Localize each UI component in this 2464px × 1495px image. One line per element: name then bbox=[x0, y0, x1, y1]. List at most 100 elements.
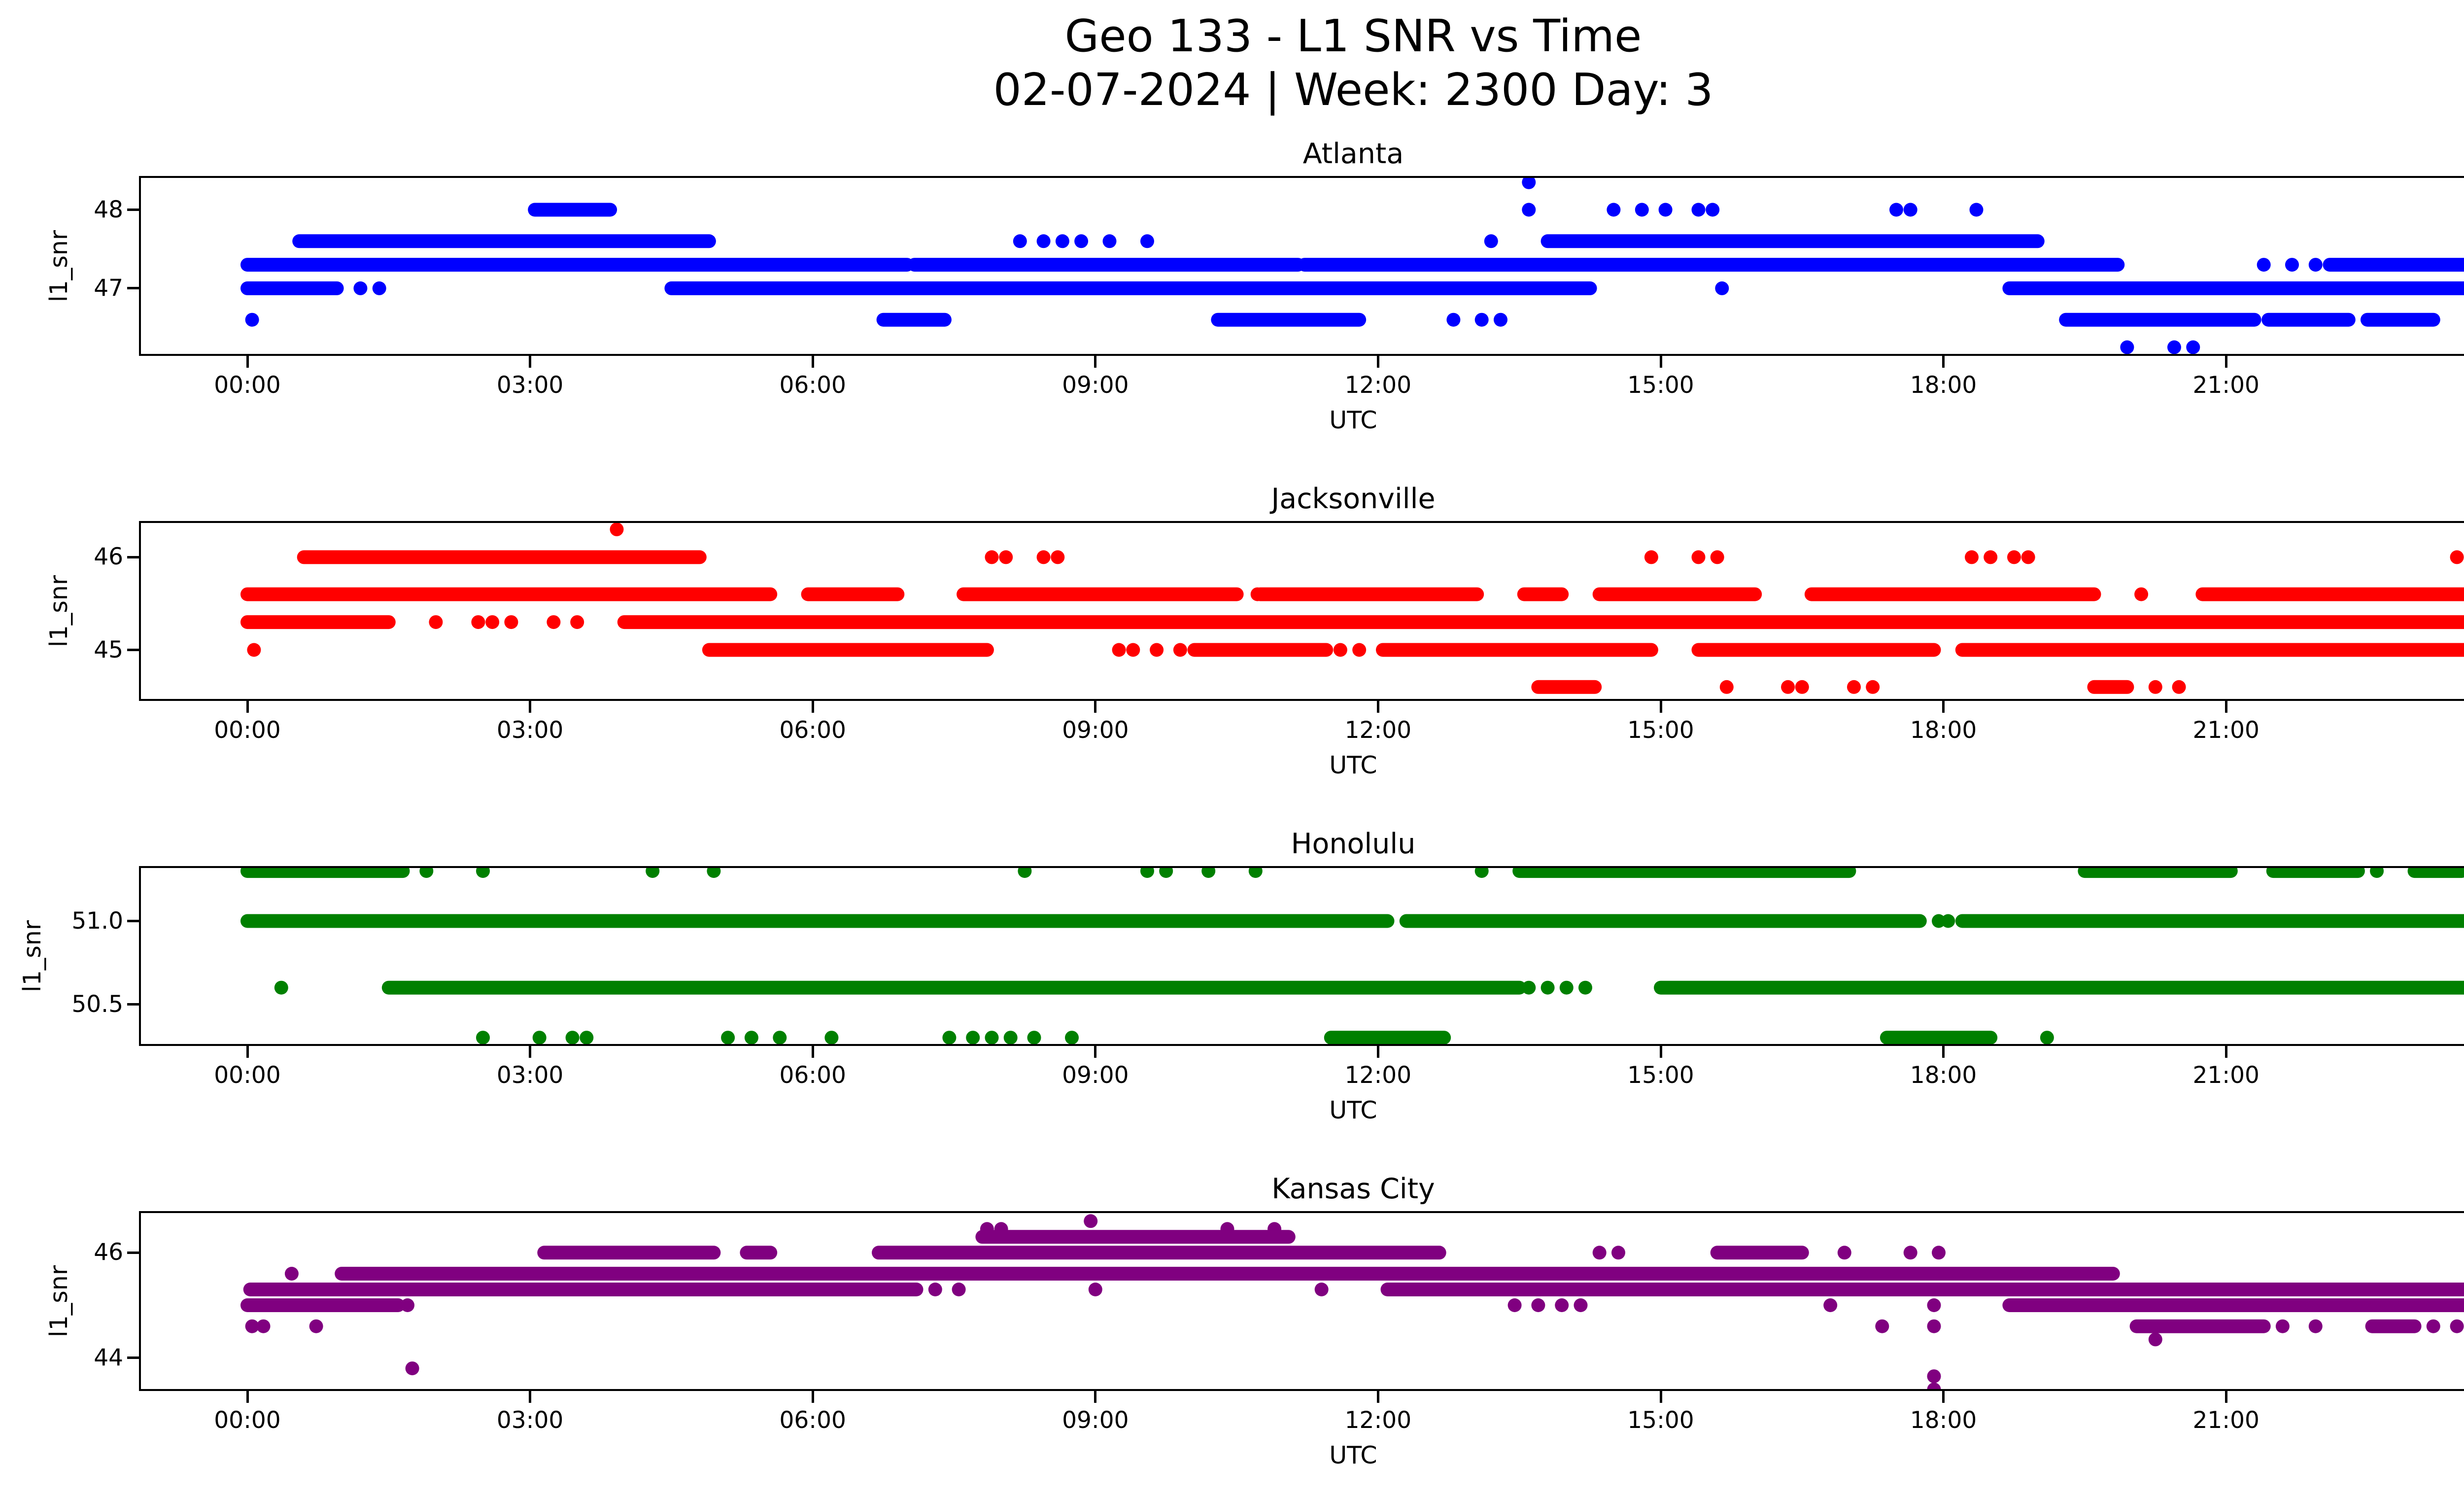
honolulu-point-snr-51.3 bbox=[707, 866, 721, 878]
kansas-city-xtick-label: 15:00 bbox=[1627, 1407, 1694, 1434]
honolulu-point-snr-50.3 bbox=[476, 1031, 490, 1045]
honolulu-point-snr-50.3 bbox=[773, 1031, 787, 1045]
kansas-city-point-snr-46.6 bbox=[1084, 1214, 1098, 1228]
kansas-city-point-snr-46 bbox=[1932, 1246, 1946, 1260]
kansas-city-point-snr-44.6 bbox=[245, 1319, 259, 1333]
jacksonville-xtick-label: 03:00 bbox=[496, 717, 564, 744]
atlanta-point-snr-46.6 bbox=[245, 313, 259, 327]
atlanta-point-snr-48 bbox=[1607, 203, 1621, 217]
jacksonville-xtick-label: 00:00 bbox=[2435, 717, 2464, 744]
kansas-city-point-snr-44.6 bbox=[256, 1319, 271, 1333]
kansas-city-xtick-label: 21:00 bbox=[2192, 1407, 2259, 1434]
jacksonville-point-snr-45.3 bbox=[504, 615, 518, 629]
jacksonville-xtick-mark bbox=[1659, 701, 1662, 713]
honolulu-point-snr-50.3 bbox=[985, 1031, 999, 1045]
jacksonville-point-snr-44.6 bbox=[1719, 680, 1734, 694]
honolulu-point-snr-50.3 bbox=[942, 1031, 957, 1045]
honolulu-xtick-mark bbox=[529, 1046, 532, 1058]
honolulu-point-snr-50.3 bbox=[744, 1031, 758, 1045]
kansas-city-ytick-mark bbox=[127, 1251, 139, 1254]
honolulu-xtick-mark bbox=[246, 1046, 249, 1058]
kansas-city-xtick-mark bbox=[1094, 1391, 1097, 1403]
kansas-city-y-axis-label: l1_snr bbox=[45, 1265, 73, 1337]
kansas-city-point-snr-44.6 bbox=[1875, 1319, 1889, 1333]
honolulu-point-snr-51.3 bbox=[1140, 866, 1154, 878]
kansas-city-point-snr-43.8 bbox=[405, 1361, 419, 1376]
jacksonville-point-snr-45.3 bbox=[471, 615, 485, 629]
jacksonville-point-snr-45.3 bbox=[429, 615, 443, 629]
honolulu-point-snr-50.3 bbox=[721, 1031, 735, 1045]
kansas-city-xtick-label: 12:00 bbox=[1344, 1407, 1412, 1434]
kansas-city-point-snr-44.6 bbox=[2275, 1319, 2290, 1333]
jacksonville-point-snr-45.6 bbox=[2134, 587, 2149, 601]
subplot-title-atlanta: Atlanta bbox=[1302, 138, 1404, 170]
honolulu-xtick-label: 12:00 bbox=[1344, 1062, 1412, 1089]
atlanta-point-snr-48 bbox=[1903, 203, 1917, 217]
atlanta-xtick-mark bbox=[1659, 356, 1662, 368]
jacksonville-xtick-label: 06:00 bbox=[779, 717, 846, 744]
jacksonville-point-snr-46 bbox=[999, 550, 1013, 564]
jacksonville-xtick-mark bbox=[529, 701, 532, 713]
jacksonville-xtick-label: 21:00 bbox=[2192, 717, 2259, 744]
kansas-city-xtick-label: 03:00 bbox=[496, 1407, 564, 1434]
kansas-city-point-snr-46 bbox=[1837, 1246, 1851, 1260]
honolulu-point-snr-51.3 bbox=[1201, 866, 1216, 878]
honolulu-point-snr-50.3 bbox=[1003, 1031, 1018, 1045]
jacksonville-xtick-label: 00:00 bbox=[214, 717, 281, 744]
atlanta-point-snr-47 bbox=[1715, 281, 1729, 295]
honolulu-point-snr-50.3 bbox=[1065, 1031, 1079, 1045]
jacksonville-ytick-mark bbox=[127, 556, 139, 558]
kansas-city-xtick-mark bbox=[2224, 1391, 2227, 1403]
honolulu-point-snr-50.3 bbox=[824, 1031, 839, 1045]
jacksonville-point-snr-44.6 bbox=[1781, 680, 1795, 694]
atlanta-xtick-mark bbox=[1376, 356, 1379, 368]
atlanta-ytick-mark bbox=[127, 209, 139, 211]
honolulu-y-axis-label: l1_snr bbox=[18, 920, 46, 992]
jacksonville-xtick-mark bbox=[1094, 701, 1097, 713]
kansas-city-point-snr-44.6 bbox=[2426, 1319, 2440, 1333]
atlanta-point-snr-46.6 bbox=[1494, 313, 1507, 327]
atlanta-point-snr-46.25 bbox=[2167, 340, 2181, 354]
figure-title-line1: Geo 133 - L1 SNR vs Time bbox=[1064, 10, 1642, 62]
atlanta-point-snr-47.6 bbox=[1036, 234, 1051, 248]
subplot-title-honolulu: Honolulu bbox=[1291, 828, 1416, 860]
honolulu-ytick-label: 51.0 bbox=[71, 907, 123, 935]
kansas-city-point-snr-43.4 bbox=[1927, 1382, 1941, 1391]
kansas-city-point-snr-45.3 bbox=[952, 1283, 966, 1296]
kansas-city-point-snr-44.6 bbox=[2308, 1319, 2323, 1333]
jacksonville-point-snr-45 bbox=[1112, 643, 1126, 657]
figure-title-line2: 02-07-2024 | Week: 2300 Day: 3 bbox=[993, 64, 1713, 116]
atlanta-xtick-label: 09:00 bbox=[1062, 372, 1129, 399]
atlanta-point-snr-47.6 bbox=[1013, 234, 1027, 248]
jacksonville-point-snr-44.6 bbox=[1866, 680, 1880, 694]
kansas-city-point-snr-45 bbox=[1574, 1298, 1588, 1312]
honolulu-point-snr-50.3 bbox=[565, 1031, 580, 1045]
subplot-title-jacksonville: Jacksonville bbox=[1271, 483, 1436, 515]
honolulu-point-snr-51 bbox=[1941, 914, 1955, 928]
atlanta-xtick-mark bbox=[2224, 356, 2227, 368]
kansas-city-point-snr-45 bbox=[1507, 1298, 1522, 1312]
kansas-city-ytick-mark bbox=[127, 1356, 139, 1359]
atlanta-ytick-label: 47 bbox=[94, 274, 123, 302]
jacksonville-point-snr-46 bbox=[1051, 550, 1065, 564]
jacksonville-ytick-label: 45 bbox=[94, 636, 123, 663]
kansas-city-point-snr-45.6 bbox=[284, 1267, 299, 1281]
jacksonville-point-snr-46 bbox=[985, 550, 999, 564]
kansas-city-point-snr-45 bbox=[1927, 1298, 1941, 1312]
atlanta-x-axis-label: UTC bbox=[1329, 406, 1377, 434]
honolulu-point-snr-50.6 bbox=[1578, 980, 1592, 995]
jacksonville-xtick-mark bbox=[1942, 701, 1945, 713]
atlanta-point-snr-47 bbox=[372, 281, 386, 295]
honolulu-point-snr-51.3 bbox=[1159, 866, 1173, 878]
atlanta-point-snr-48 bbox=[1691, 203, 1706, 217]
atlanta-point-snr-47.6 bbox=[1074, 234, 1089, 248]
jacksonville-xtick-label: 18:00 bbox=[1910, 717, 1977, 744]
honolulu-point-snr-50.3 bbox=[580, 1031, 594, 1045]
jacksonville-point-snr-45 bbox=[247, 643, 261, 657]
honolulu-xtick-mark bbox=[2224, 1046, 2227, 1058]
kansas-city-x-axis-label: UTC bbox=[1329, 1441, 1377, 1469]
honolulu-point-snr-51.3 bbox=[476, 866, 490, 878]
kansas-city-xtick-mark bbox=[1376, 1391, 1379, 1403]
honolulu-xtick-mark bbox=[1376, 1046, 1379, 1058]
